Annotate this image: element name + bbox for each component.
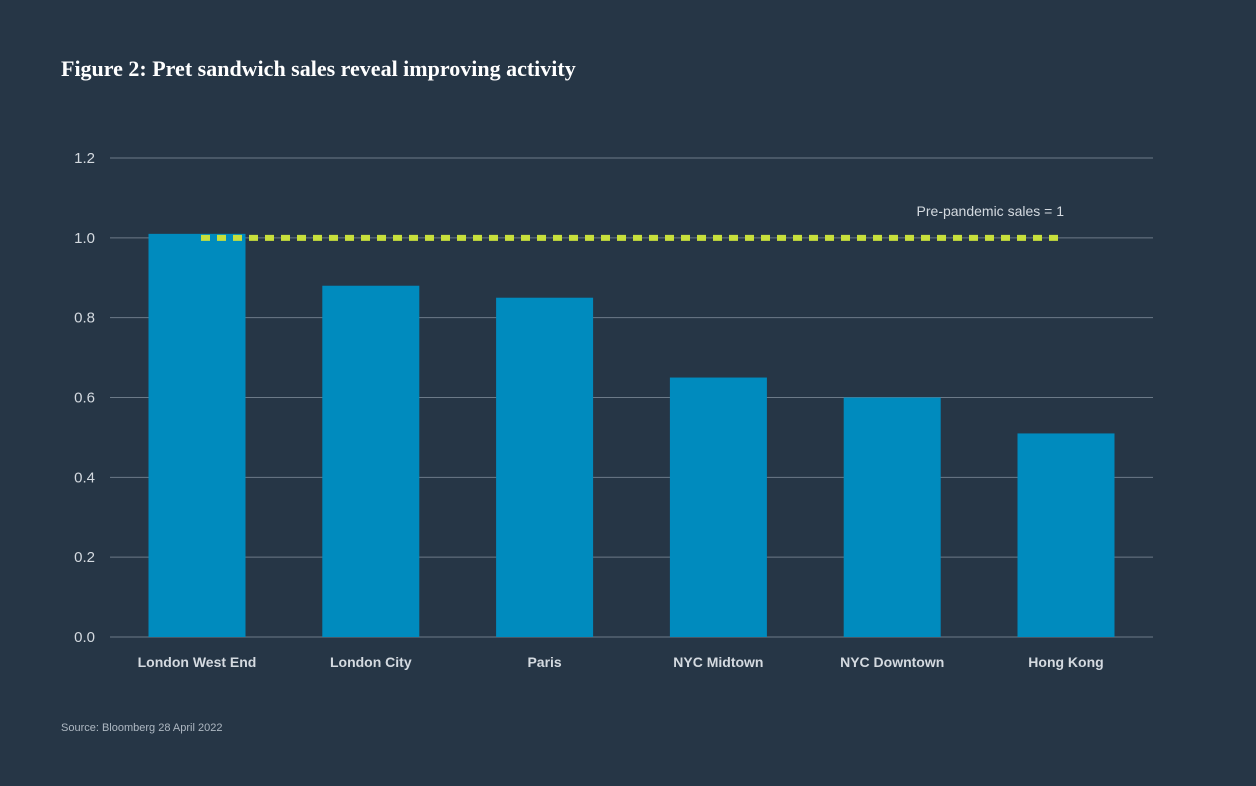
y-tick-label: 0.0	[74, 629, 95, 646]
reference-line-group: Pre-pandemic sales = 1	[201, 203, 1065, 241]
y-tick-label: 1.0	[74, 230, 95, 247]
bar	[843, 397, 941, 637]
y-axis-ticks: 0.0 0.2 0.4 0.6 0.8 1.0 1.2	[74, 150, 95, 646]
source-note: Source: Bloomberg 28 April 2022	[61, 722, 223, 734]
chart-title: Figure 2: Pret sandwich sales reveal imp…	[61, 56, 576, 81]
bar	[496, 297, 594, 637]
x-category-label: Paris	[527, 654, 561, 670]
bar	[148, 233, 246, 637]
bar	[1017, 433, 1115, 637]
x-axis-labels: London West End London City Paris NYC Midto…	[138, 654, 1104, 670]
gridlines	[110, 157, 1153, 638]
y-tick-label: 0.4	[74, 469, 95, 486]
bar	[669, 377, 767, 637]
y-tick-label: 0.2	[74, 549, 95, 566]
y-tick-label: 0.6	[74, 390, 95, 407]
x-category-label: NYC Downtown	[840, 654, 944, 670]
x-category-label: London City	[330, 654, 412, 670]
x-category-label: Hong Kong	[1028, 654, 1103, 670]
bar	[322, 285, 420, 637]
reference-line-label: Pre-pandemic sales = 1	[917, 203, 1065, 219]
y-tick-label: 1.2	[74, 150, 95, 167]
y-tick-label: 0.8	[74, 310, 95, 327]
x-category-label: London West End	[138, 654, 257, 670]
x-category-label: NYC Midtown	[673, 654, 763, 670]
bars	[148, 233, 1115, 637]
